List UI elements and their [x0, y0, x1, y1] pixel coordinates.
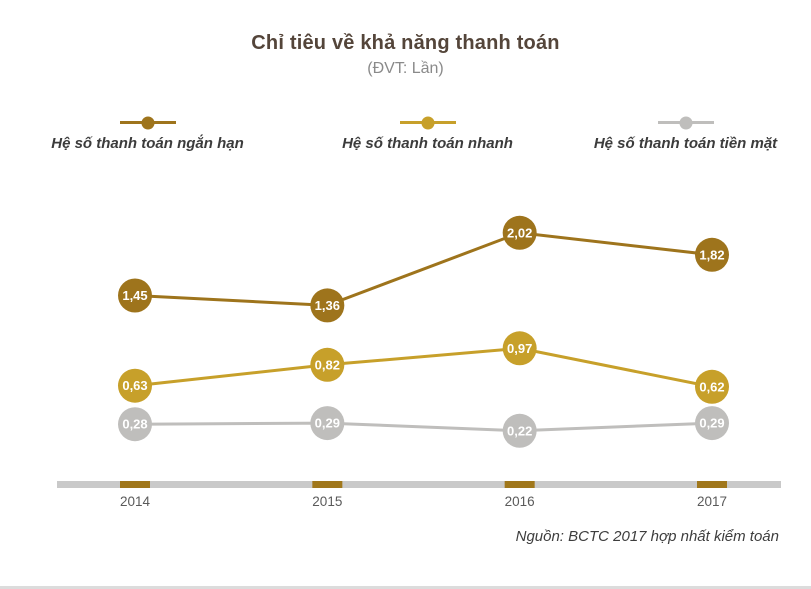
legend-line-icon: [399, 116, 456, 129]
line-chart-canvas: 2014 2015 2016 2017 1,45 1,36 2,02 1,82 0,63 0,82…: [57, 215, 781, 509]
legend-item-ngan-han: Hệ số thanh toán ngắn hạn: [0, 112, 295, 152]
data-point-value: 0,28: [122, 417, 147, 432]
data-point-marker: [118, 368, 152, 403]
data-point-value: 0,62: [699, 379, 724, 394]
data-point-value: 0,29: [699, 416, 724, 431]
data-point-marker: [695, 406, 729, 441]
data-point-marker: [310, 347, 345, 382]
legend-dot-icon: [421, 116, 434, 129]
legend-dot-icon: [141, 116, 154, 129]
data-point-value: 0,29: [315, 416, 340, 431]
x-axis-bar: [57, 481, 781, 488]
chart-legend: Hệ số thanh toán ngắn hạn Hệ số thanh to…: [0, 112, 811, 152]
data-point-value: 1,45: [122, 288, 147, 303]
series-line: [134, 346, 713, 389]
series-line: [134, 231, 713, 307]
data-point-value: 0,22: [507, 423, 532, 438]
legend-label-nhanh: Hệ số thanh toán nhanh: [342, 135, 513, 152]
legend-item-nhanh: Hệ số thanh toán nhanh: [295, 112, 560, 152]
data-point-marker: [118, 278, 152, 313]
data-point-marker: [502, 331, 537, 366]
data-point-value: 1,36: [315, 298, 340, 313]
data-point-value: 1,82: [699, 247, 724, 262]
series-line: [134, 421, 713, 433]
data-point-marker: [502, 215, 537, 250]
bottom-divider: [0, 586, 811, 589]
legend-item-tien-mat: Hệ số thanh toán tiền mặt: [560, 112, 811, 152]
x-axis-label: 2015: [312, 494, 342, 509]
data-point-value: 0,63: [122, 378, 147, 393]
x-axis-tick: [697, 481, 727, 488]
chart-unit-subtitle: (ĐVT: Lần): [367, 60, 444, 77]
legend-label-ngan-han: Hệ số thanh toán ngắn hạn: [51, 135, 244, 152]
data-point-value: 0,97: [507, 341, 532, 356]
data-point-value: 2,02: [507, 225, 532, 240]
data-point-marker: [310, 406, 345, 441]
chart-title: Chỉ tiêu về khả năng thanh toán: [251, 32, 560, 54]
data-point-marker: [502, 413, 537, 448]
legend-line-icon: [657, 116, 714, 129]
x-axis-label: 2014: [120, 494, 151, 509]
data-point-value: 0,82: [315, 357, 340, 372]
x-axis-tick: [312, 481, 343, 488]
legend-dot-icon: [679, 116, 692, 129]
legend-line-icon: [119, 116, 176, 129]
source-note: Nguồn: BCTC 2017 hợp nhất kiểm toán: [515, 528, 779, 545]
x-axis-label: 2017: [697, 494, 727, 509]
x-axis-label: 2016: [505, 494, 535, 509]
data-point-marker: [695, 369, 729, 404]
data-point-marker: [695, 237, 729, 272]
x-axis-tick: [504, 481, 535, 488]
x-axis-tick: [120, 481, 150, 488]
data-point-marker: [310, 288, 345, 323]
data-point-marker: [118, 407, 152, 442]
legend-label-tien-mat: Hệ số thanh toán tiền mặt: [593, 135, 778, 152]
